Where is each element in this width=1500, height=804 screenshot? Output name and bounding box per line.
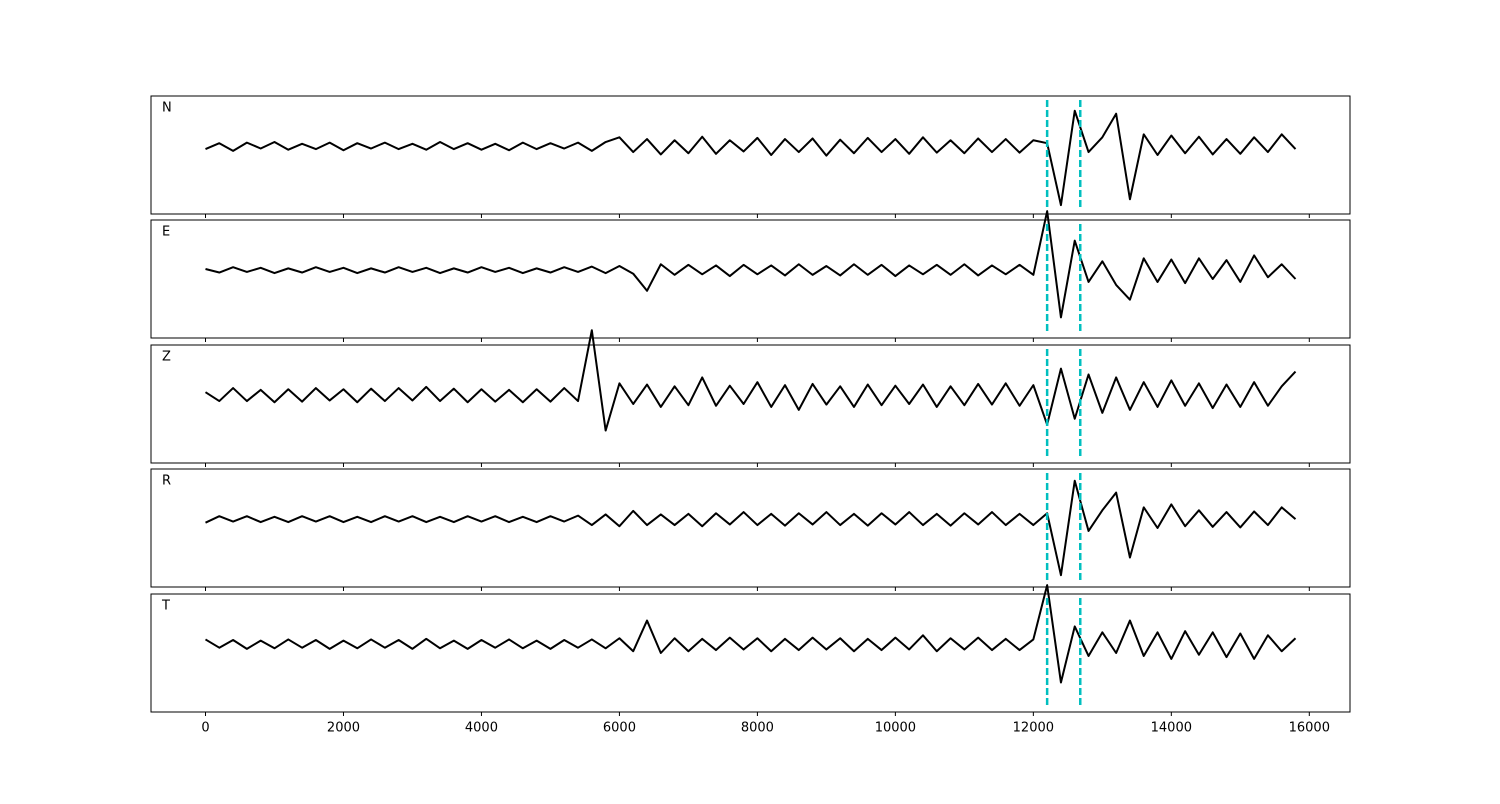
trace: [204, 329, 1297, 432]
panel-frame: [150, 344, 1351, 464]
x-tick-label: 8000: [741, 721, 774, 736]
panel-frame: [150, 95, 1351, 215]
panel-label: T: [161, 599, 170, 614]
panel-label: E: [162, 225, 170, 240]
x-tick-label: 0: [201, 721, 209, 736]
trace: [205, 210, 1297, 319]
x-tick-label: 14000: [1151, 721, 1192, 736]
panel-label: Z: [162, 350, 171, 365]
panel-label: R: [162, 474, 171, 489]
trace: [205, 479, 1297, 577]
x-tick-label: 12000: [1013, 721, 1054, 736]
x-tick-label: 2000: [327, 721, 360, 736]
panel-label: N: [162, 101, 172, 116]
trace: [205, 109, 1297, 207]
trace: [204, 584, 1297, 684]
panel-frame: [150, 468, 1351, 588]
panel-frame: [150, 593, 1351, 713]
x-tick-label: 16000: [1289, 721, 1330, 736]
panel-frame: [150, 219, 1351, 339]
x-tick-label: 4000: [465, 721, 498, 736]
x-tick-label: 6000: [603, 721, 636, 736]
x-tick-label: 10000: [875, 721, 916, 736]
